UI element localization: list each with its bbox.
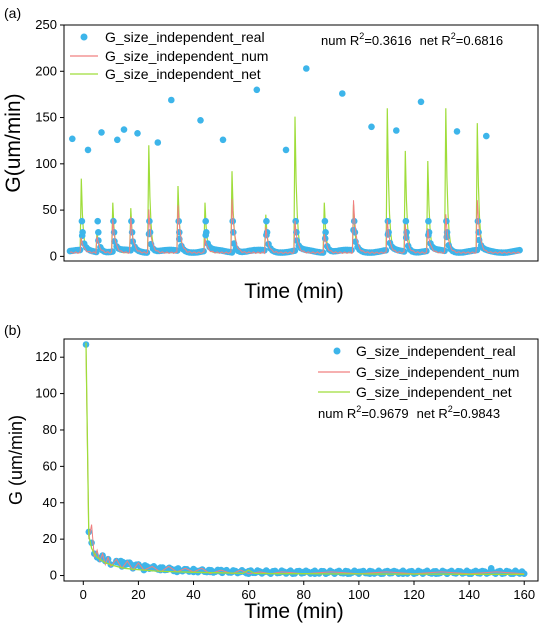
a-ytick-label: 200 xyxy=(35,63,57,78)
legend-label-net-b: G_size_independent_net xyxy=(356,384,512,400)
b-xtick-label: 140 xyxy=(458,587,480,602)
series-real-point xyxy=(417,98,425,106)
b-xtick-label: 20 xyxy=(131,587,145,602)
series-real-point xyxy=(339,90,346,97)
series-real-point xyxy=(168,96,175,104)
series-real-point xyxy=(368,123,375,131)
series-real-point xyxy=(120,126,128,133)
panel-b-x-axis: 0 20 40 60 80 100 120 140 160 xyxy=(80,581,535,602)
series-real-point xyxy=(95,229,102,236)
panel-b-plot-area xyxy=(82,341,528,577)
legend-entry-net-b: G_size_independent_net xyxy=(318,384,512,400)
legend-entry-real: G_size_independent_real xyxy=(80,29,265,45)
series-real-point xyxy=(202,217,209,225)
legend-label-real: G_size_independent_real xyxy=(105,29,265,45)
b-xtick-label: 60 xyxy=(241,587,255,602)
b-ytick-label: 60 xyxy=(43,458,57,473)
legend-entry-num-b: G_size_independent_num xyxy=(318,364,519,380)
series-real-point xyxy=(483,132,490,140)
series-real-point xyxy=(473,246,481,254)
legend-label-num-b: G_size_independent_num xyxy=(356,364,519,380)
legend-label-net: G_size_independent_net xyxy=(105,66,261,82)
series-real-point xyxy=(154,139,162,146)
series-real-point xyxy=(303,65,310,72)
panel-a-r2-annotation: num R2=0.3616 net R2=0.6816 xyxy=(321,31,503,48)
legend-marker-real xyxy=(80,33,88,41)
series-real-point xyxy=(69,135,76,143)
b-ytick-label: 100 xyxy=(35,386,57,401)
series-real-point xyxy=(282,146,290,154)
b-xtick-label: 40 xyxy=(186,587,200,602)
series-real-point xyxy=(425,229,433,236)
panel-a-frame xyxy=(63,24,539,262)
panel-a-y-axis: 0 50 100 150 200 250 xyxy=(35,17,64,263)
series-real-point xyxy=(134,130,141,137)
legend-entry-net: G_size_independent_net xyxy=(70,66,261,82)
series-real-point xyxy=(322,229,329,236)
panel-b-legend: G_size_independent_real G_size_independe… xyxy=(318,343,519,400)
series-num-line xyxy=(69,199,521,255)
panel-b: (b) 0 20 40 60 80 100 120 0 20 40 60 80 100 120 140 16… xyxy=(4,322,539,623)
series-net-line xyxy=(85,342,525,575)
a-ytick-label: 50 xyxy=(43,202,57,217)
a-ytick-label: 0 xyxy=(50,248,57,263)
b-ytick-label: 20 xyxy=(43,531,57,546)
panel-b-y-axis-label: G (um/min) xyxy=(6,415,26,505)
legend-label-num: G_size_independent_num xyxy=(105,48,268,64)
series-real-point xyxy=(292,217,300,225)
legend-label-real-b: G_size_independent_real xyxy=(356,343,516,359)
panel-b-y-axis: 0 20 40 60 80 100 120 xyxy=(35,349,64,583)
panel-b-label: (b) xyxy=(4,322,21,338)
b-xtick-label: 160 xyxy=(513,587,535,602)
legend-entry-real-b: G_size_independent_real xyxy=(333,343,516,359)
b-xtick-label: 100 xyxy=(348,587,370,602)
b-ytick-label: 120 xyxy=(35,349,57,364)
a-ytick-label: 100 xyxy=(35,156,57,171)
panel-b-x-axis-label: Time (min) xyxy=(244,600,344,623)
b-xtick-label: 0 xyxy=(80,587,87,602)
series-real-point xyxy=(219,136,227,144)
panel-a-plot-area xyxy=(66,65,523,256)
series-real-point xyxy=(78,217,86,225)
series-real-point xyxy=(114,136,121,144)
a-ytick-label: 250 xyxy=(35,17,57,32)
b-xtick-label: 120 xyxy=(403,587,425,602)
series-real-point xyxy=(263,217,270,225)
series-real-point xyxy=(425,217,432,225)
series-real-point xyxy=(98,129,105,136)
series-real-point xyxy=(474,217,482,225)
b-ytick-label: 40 xyxy=(43,495,57,510)
series-real-point xyxy=(203,229,210,236)
series-real-point xyxy=(84,146,92,154)
panel-a-x-axis-label: Time (min) xyxy=(244,280,344,303)
panel-a-legend: G_size_independent_real G_size_independe… xyxy=(70,29,268,82)
b-ytick-label: 0 xyxy=(50,568,57,583)
series-real-point xyxy=(253,86,261,94)
series-real-point xyxy=(453,128,461,135)
panel-b-r2-annotation: num R2=0.9679 net R2=0.9843 xyxy=(318,404,500,421)
series-real-point xyxy=(94,217,101,225)
series-real-point xyxy=(321,217,329,225)
series-real-point xyxy=(402,217,410,225)
legend-marker-real-b xyxy=(333,347,341,355)
legend-entry-num: G_size_independent_num xyxy=(70,48,268,64)
b-xtick-label: 80 xyxy=(297,587,311,602)
panel-a-label: (a) xyxy=(4,5,21,21)
panel-b-frame xyxy=(63,338,539,582)
panel-a-y-axis-label: G(um/min) xyxy=(2,93,25,192)
b-ytick-label: 80 xyxy=(43,422,57,437)
a-ytick-label: 150 xyxy=(35,110,57,125)
series-real-point xyxy=(197,117,204,124)
series-num-line xyxy=(85,349,525,575)
series-real-point xyxy=(109,248,116,255)
series-real-point xyxy=(393,127,400,134)
panel-a: (a) 0 50 100 150 200 250 G(um/min) Time (min)… xyxy=(2,5,539,303)
series-real-point xyxy=(79,229,86,236)
